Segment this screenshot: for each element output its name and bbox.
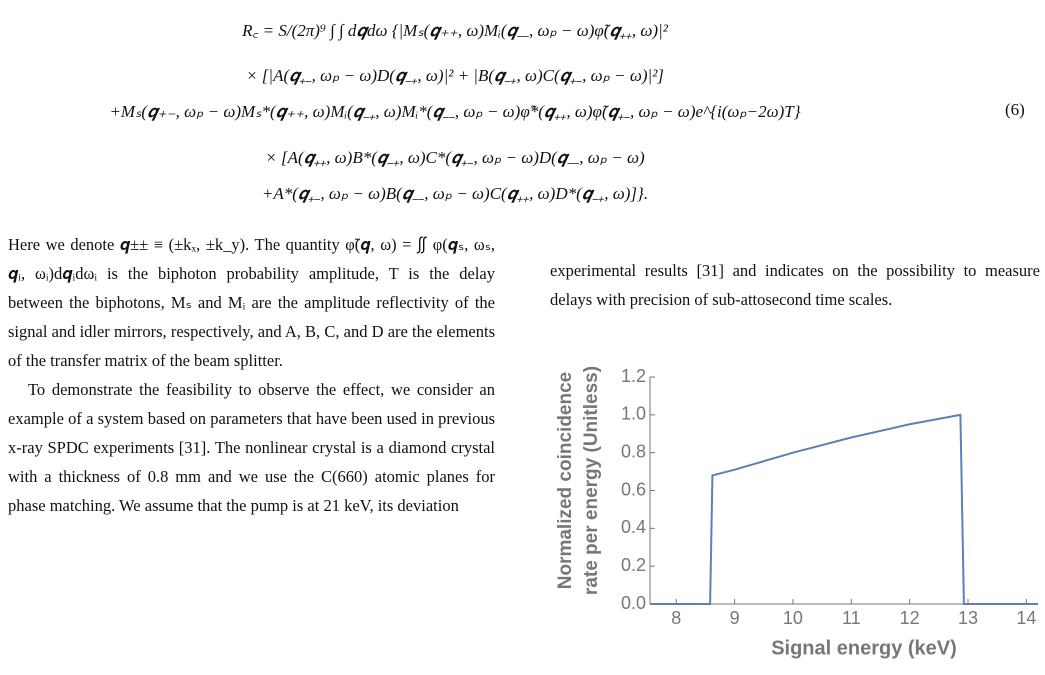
y-axis-label: rate per energy (Unitless) — [581, 366, 602, 595]
x-axis-label: Signal energy (keV) — [771, 637, 957, 659]
data-line — [650, 413, 1038, 605]
y-tick-label: 0.6 — [621, 479, 646, 499]
equation-line: +Mₛ(𝒒₊₋, ωₚ − ω)Mₛ*(𝒒₊₊, ω)Mᵢ(𝒒₋₊, ω)Mᵢ*… — [109, 102, 801, 121]
x-tick-label: 11 — [842, 608, 861, 628]
equation-line: +A*(𝒒₊₋, ωₚ − ω)B(𝒒₋₋, ωₚ − ω)C(𝒒₊₊, ω)D… — [261, 184, 649, 203]
left-column: Here we denote 𝒒±± ≡ (±kₓ, ±k_y). The qu… — [8, 230, 495, 520]
paragraph: To demonstrate the feasibility to observ… — [8, 380, 495, 515]
y-tick-label: 1.0 — [621, 404, 646, 424]
right-column: experimental results [31] and indicates … — [550, 256, 1040, 314]
paragraph: experimental results [31] and indicates … — [550, 261, 1040, 309]
y-axis-label: Normalized coincidence — [555, 372, 576, 590]
x-tick-label: 10 — [783, 608, 803, 628]
y-tick-label: 1.2 — [621, 366, 646, 386]
y-tick-label: 0.2 — [621, 555, 646, 575]
x-tick-label: 12 — [900, 608, 920, 628]
equation-line: × [|A(𝒒₊₋, ωₚ − ω)D(𝒒₋₊, ω)|² + |B(𝒒₋₊, … — [246, 66, 664, 85]
y-tick-label: 0.8 — [621, 441, 646, 461]
equation-line: × [A(𝒒₊₊, ω)B*(𝒒₋₊, ω)C*(𝒒₊₋, ωₚ − ω)D(𝒒… — [265, 148, 645, 167]
x-tick-label: 13 — [958, 608, 978, 628]
y-tick-label: 0.0 — [621, 593, 646, 613]
x-tick-label: 8 — [671, 608, 681, 628]
y-tick-label: 0.4 — [621, 517, 646, 537]
x-tick-label: 14 — [1016, 608, 1036, 628]
equation-line: R꜀ = S/(2π)⁹ ∫ ∫ d𝒒dω {|Mₛ(𝒒₊₊, ω)Mᵢ(𝒒₋₋… — [242, 21, 668, 40]
x-tick-label: 9 — [730, 608, 740, 628]
equation-number: (6) — [1005, 100, 1025, 119]
paragraph: Here we denote 𝒒±± ≡ (±kₓ, ±k_y). The qu… — [8, 235, 495, 370]
